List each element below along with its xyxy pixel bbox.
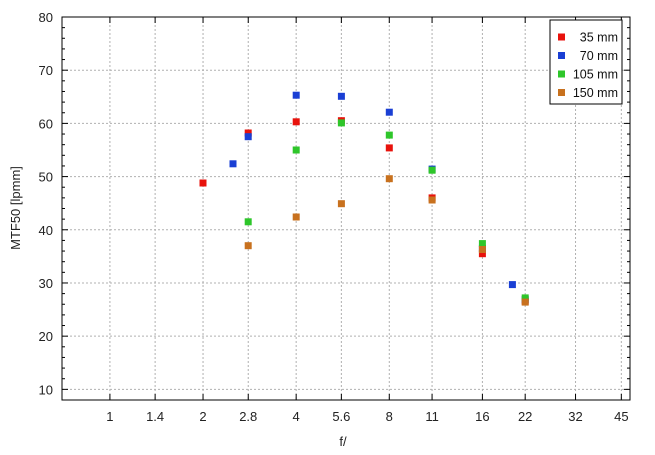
data-point [292, 213, 300, 221]
x-tick-label: 22 [518, 409, 532, 424]
legend-label: 70 mm [580, 49, 618, 63]
plot-frame [61, 16, 631, 401]
legend-swatch [558, 89, 565, 96]
y-tick-label: 10 [39, 382, 53, 397]
x-tick-label: 8 [386, 409, 393, 424]
data-point [229, 160, 237, 168]
x-tick-label: 5.6 [332, 409, 350, 424]
legend: 35 mm 70 mm 105 mm 150 mm [549, 19, 623, 105]
y-tick-labels: 10 20 30 40 50 60 70 80 [39, 10, 53, 397]
x-tick-label: 1 [106, 409, 113, 424]
y-axis-title: MTF50 [lpmm] [8, 166, 23, 250]
legend-swatch [558, 52, 565, 59]
data-point [385, 175, 393, 183]
data-points [199, 91, 529, 306]
x-tick-label: 1.4 [146, 409, 164, 424]
data-point [337, 92, 345, 100]
data-point [292, 118, 300, 126]
legend-swatch [558, 70, 565, 78]
data-point [521, 294, 529, 302]
data-point [478, 240, 486, 248]
data-point [428, 166, 436, 174]
data-point [244, 218, 252, 226]
data-point [385, 131, 393, 139]
x-tick-label: 4 [293, 409, 300, 424]
data-point [337, 119, 345, 127]
data-point [385, 144, 393, 152]
data-point [244, 129, 252, 137]
legend-swatch [558, 33, 565, 41]
x-tick-label: 16 [475, 409, 489, 424]
data-point [199, 179, 207, 187]
data-point [508, 281, 516, 289]
data-point [521, 298, 529, 306]
x-tick-label: 2 [199, 409, 206, 424]
data-point [292, 146, 300, 154]
legend-items: 35 mm 70 mm 105 mm 150 mm [558, 31, 618, 100]
x-axis-title: f/ [339, 434, 347, 449]
data-point [478, 250, 486, 258]
x-tick-label: 32 [568, 409, 582, 424]
data-point [244, 133, 252, 141]
y-tick-label: 30 [39, 276, 53, 291]
data-point [385, 108, 393, 116]
x-tick-label: 11 [425, 409, 439, 424]
legend-label: 35 mm [580, 31, 618, 45]
x-tick-labels: 1 1.4 2 2.8 4 5.6 8 11 16 22 32 45 [106, 409, 628, 424]
data-point [478, 246, 486, 253]
x-tick-label: 2.8 [239, 409, 257, 424]
data-point [292, 91, 300, 99]
x-tick-label: 45 [614, 409, 628, 424]
y-tick-label: 80 [39, 10, 53, 25]
y-tick-label: 60 [39, 116, 53, 131]
legend-label: 150 mm [573, 86, 618, 100]
y-tick-label: 50 [39, 170, 53, 185]
data-point [428, 196, 436, 204]
y-tick-label: 70 [39, 63, 53, 78]
data-point [244, 242, 252, 250]
grid-lines [62, 16, 630, 400]
y-tick-label: 40 [39, 223, 53, 238]
legend-label: 105 mm [573, 68, 618, 82]
y-tick-label: 20 [39, 329, 53, 344]
data-point [337, 200, 345, 208]
